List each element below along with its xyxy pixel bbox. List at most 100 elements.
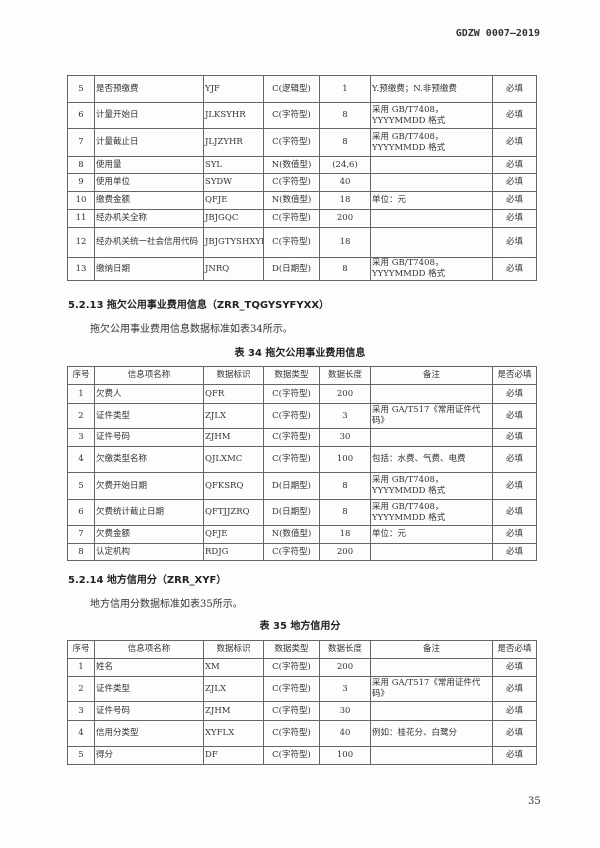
cell-item-name: 计量开始日 xyxy=(94,102,204,129)
cell-remark: 例如：桂花分、白鹭分 xyxy=(370,720,493,747)
cell-data-type: C(逻辑型) xyxy=(263,75,320,103)
cell-row-number: 12 xyxy=(67,227,95,258)
cell-data-length: 200 xyxy=(319,658,371,677)
cell-data-type: C(字符型) xyxy=(263,658,320,677)
cell-row-number: 4 xyxy=(67,720,95,747)
cell-row-number: 2 xyxy=(67,403,95,429)
cell-data-length: 8 xyxy=(319,128,371,157)
cell-item-name: 信用分类型 xyxy=(94,720,204,747)
cell-data-type: C(字符型) xyxy=(263,384,320,404)
section-heading-5-2-14: 5.2.14 地方信用分（ZRR_XYF） xyxy=(68,575,227,586)
cell-required: 必填 xyxy=(492,156,537,174)
table-row: 4 欠缴类型名称 QJLXMC C(字符型) 100 包括：水费、气费、电费 必填 xyxy=(67,446,537,473)
table-row: 8 使用量 SYL N(数值型) (24,6) 必填 xyxy=(67,156,537,174)
table-row: 5 得分 DF C(字符型) 100 必填 xyxy=(67,746,537,765)
cell-row-number: 5 xyxy=(67,472,95,500)
cell-data-id: SYDW xyxy=(203,173,264,192)
section-paragraph-5-2-14: 地方信用分数据标准如表35所示。 xyxy=(90,599,243,610)
cell-required: 必填 xyxy=(492,658,537,677)
column-header: 数据类型 xyxy=(263,640,320,659)
table-row: 8 认定机构 RDJG C(字符型) 200 必填 xyxy=(67,543,537,561)
cell-row-number: 1 xyxy=(67,384,95,404)
cell-item-name: 证件号码 xyxy=(94,428,204,447)
cell-data-length: 40 xyxy=(319,720,371,747)
cell-data-length: 40 xyxy=(319,173,371,192)
table-row: 13 缴纳日期 JNRQ D(日期型) 8 采用 GB/T7408，YYYYMMDD 格式… xyxy=(67,257,537,281)
table-row: 7 欠费金额 QFJE N(数值型) 18 单位：元 必填 xyxy=(67,525,537,544)
cell-required: 必填 xyxy=(492,403,537,429)
cell-row-number: 7 xyxy=(67,525,95,544)
cell-data-id: XM xyxy=(203,658,264,677)
cell-item-name: 证件号码 xyxy=(94,701,204,721)
table-row: 3 证件号码 ZJHM C(字符型) 30 必填 xyxy=(67,428,537,447)
cell-data-length: 200 xyxy=(319,209,371,228)
cell-required: 必填 xyxy=(492,720,537,747)
cell-required: 必填 xyxy=(492,499,537,526)
cell-remark: 包括：水费、气费、电费 xyxy=(370,446,493,473)
cell-data-length: (24,6) xyxy=(319,156,371,174)
cell-remark: 采用 GB/T7408，YYYYMMDD 格式 xyxy=(370,499,493,526)
cell-data-id: XYFLX xyxy=(203,720,264,747)
table-row: 4 信用分类型 XYFLX C(字符型) 40 例如：桂花分、白鹭分 必填 xyxy=(67,720,537,747)
cell-required: 必填 xyxy=(492,446,537,473)
cell-required: 必填 xyxy=(492,472,537,500)
cell-data-type: D(日期型) xyxy=(263,472,320,500)
table-row: 2 证件类型 ZJLX C(字符型) 3 采用 GA/T517《常用证件代码》 必填 xyxy=(67,403,537,429)
cell-data-type: N(数值型) xyxy=(263,525,320,544)
document-code: GDZW 0007—2019 xyxy=(455,28,540,39)
cell-row-number: 5 xyxy=(67,746,95,765)
cell-required: 必填 xyxy=(492,102,537,129)
cell-data-id: ZJHM xyxy=(203,428,264,447)
cell-row-number: 6 xyxy=(67,102,95,129)
cell-item-name: 证件类型 xyxy=(94,676,204,702)
table-row: 3 证件号码 ZJHM C(字符型) 30 必填 xyxy=(67,701,537,721)
cell-row-number: 10 xyxy=(67,191,95,210)
cell-data-length: 100 xyxy=(319,746,371,765)
column-header: 信息项名称 xyxy=(94,366,204,385)
column-header: 是否必填 xyxy=(492,640,537,659)
cell-remark: 采用 GA/T517《常用证件代码》 xyxy=(370,676,493,702)
column-header: 序号 xyxy=(67,640,95,659)
cell-data-id: YJF xyxy=(203,75,264,103)
cell-item-name: 欠费统计截止日期 xyxy=(94,499,204,526)
cell-data-type: C(字符型) xyxy=(263,543,320,561)
table-row: 6 欠费统计截止日期 QFTJJZRQ D(日期型) 8 采用 GB/T7408，YYYY… xyxy=(67,499,537,526)
cell-row-number: 2 xyxy=(67,676,95,702)
cell-data-id: DF xyxy=(203,746,264,765)
table-row: 12经办机关统一社会信用代码JBJGTYSHXYDMC(字符型)18 必填 xyxy=(67,227,537,258)
cell-remark xyxy=(370,428,493,447)
cell-row-number: 8 xyxy=(67,543,95,561)
cell-remark: 采用 GB/T7408，YYYYMMDD 格式 xyxy=(370,472,493,500)
cell-item-name: 是否预缴费 xyxy=(94,75,204,103)
cell-remark: 单位：元 xyxy=(370,525,493,544)
cell-required: 必填 xyxy=(492,173,537,192)
cell-required: 必填 xyxy=(492,191,537,210)
column-header: 是否必填 xyxy=(492,366,537,385)
cell-data-length: 8 xyxy=(319,257,371,281)
cell-data-id: QFJE xyxy=(203,525,264,544)
table-row: 11 经办机关全称 JBJGQC C(字符型) 200 必填 xyxy=(67,209,537,228)
column-header: 数据标识 xyxy=(203,366,264,385)
cell-row-number: 9 xyxy=(67,173,95,192)
cell-data-type: N(数值型) xyxy=(263,156,320,174)
cell-required: 必填 xyxy=(492,676,537,702)
cell-required: 必填 xyxy=(492,384,537,404)
cell-data-type: C(字符型) xyxy=(263,428,320,447)
cell-item-name: 欠费金额 xyxy=(94,525,204,544)
cell-row-number: 1 xyxy=(67,658,95,677)
cell-data-length: 30 xyxy=(319,701,371,721)
cell-remark: 采用 GB/T7408，YYYYMMDD 格式 xyxy=(370,128,493,157)
cell-required: 必填 xyxy=(492,428,537,447)
table-row: 9 使用单位 SYDW C(字符型) 40 必填 xyxy=(67,173,537,192)
cell-data-id: QJLXMC xyxy=(203,446,264,473)
table-header-row: 序号 信息项名称 数据标识 数据类型 数据长度 备注 是否必填 xyxy=(67,640,537,659)
cell-data-type: D(日期型) xyxy=(263,499,320,526)
cell-remark: 单位：元 xyxy=(370,191,493,210)
cell-required: 必填 xyxy=(492,128,537,157)
cell-data-id: SYL xyxy=(203,156,264,174)
cell-required: 必填 xyxy=(492,701,537,721)
cell-data-length: 3 xyxy=(319,676,371,702)
cell-remark xyxy=(370,227,493,258)
cell-row-number: 3 xyxy=(67,701,95,721)
